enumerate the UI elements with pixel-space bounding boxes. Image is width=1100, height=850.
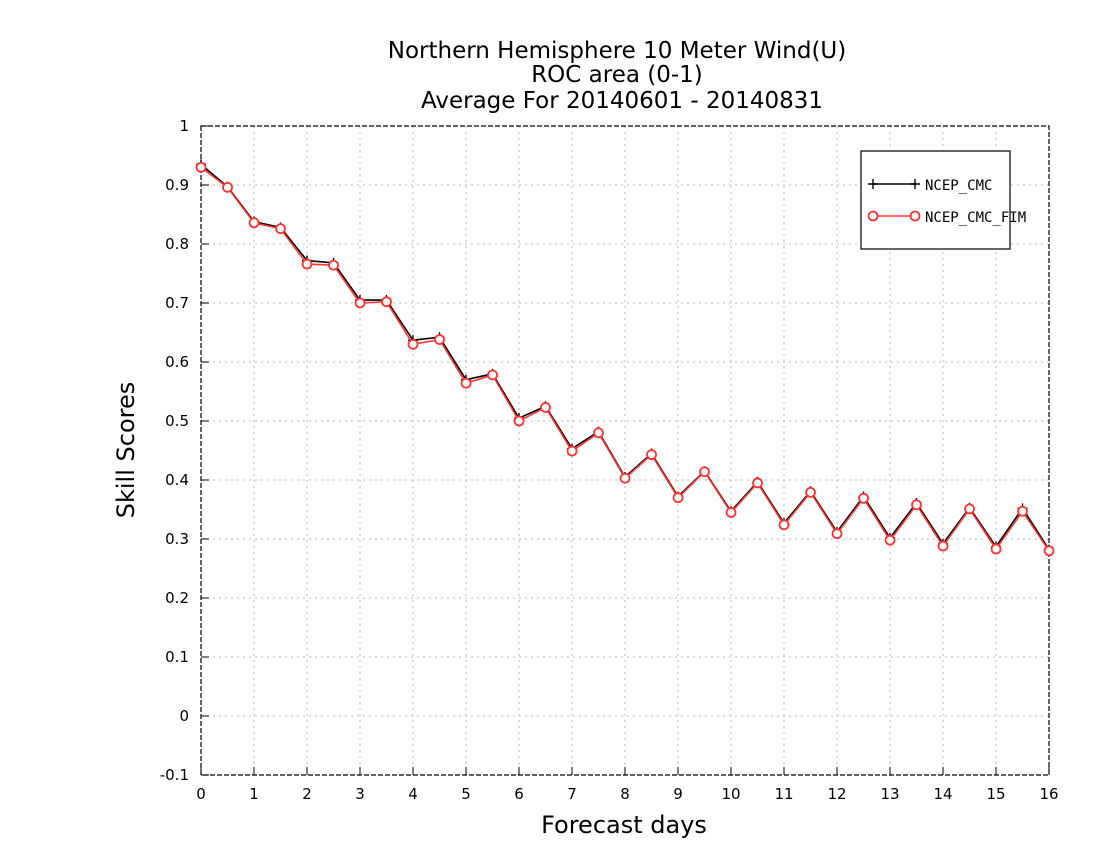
y-tick-label: 0.8	[165, 235, 189, 253]
y-axis-label: Skill Scores	[112, 382, 140, 519]
data-point-ncep-cmc-fim	[248, 217, 260, 229]
data-point-ncep-cmc-fim	[1017, 505, 1028, 517]
data-point-ncep-cmc-fim	[354, 297, 366, 309]
legend-marker-ncep-cmc-fim	[867, 210, 879, 222]
x-tick-label: 0	[196, 785, 206, 803]
x-tick-label: 7	[567, 785, 577, 803]
data-point-ncep-cmc-fim	[434, 334, 445, 345]
data-point-ncep-cmc-fim	[778, 519, 790, 531]
x-tick-label: 8	[620, 785, 630, 803]
data-point-ncep-cmc-fim	[990, 543, 1002, 555]
chart-title-line-3: Average For 20140601 - 20140831	[421, 88, 823, 114]
data-point-ncep-cmc-fim	[407, 338, 419, 350]
x-tick-label: 15	[986, 785, 1005, 803]
data-point-ncep-cmc-fim	[195, 161, 207, 173]
x-tick-label: 9	[673, 785, 683, 803]
x-tick-label: 14	[933, 785, 952, 803]
x-tick-label: 5	[461, 785, 471, 803]
legend-marker-ncep-cmc-fim	[909, 210, 921, 222]
data-point-ncep-cmc-fim	[831, 528, 843, 540]
data-point-ncep-cmc-fim	[593, 427, 604, 439]
data-point-ncep-cmc-fim	[222, 181, 233, 193]
x-tick-label: 16	[1039, 785, 1058, 803]
data-point-ncep-cmc-fim	[275, 223, 286, 235]
y-axis: -0.1 0 0.1 0.2 0.3 0.4 0.5 0.6 0.7 0.8 0.9 1	[160, 117, 209, 784]
chart-title-line-2: ROC area (0-1)	[531, 62, 703, 88]
data-point-ncep-cmc-fim	[487, 369, 498, 381]
legend-marker-ncep-cmc	[868, 179, 920, 189]
legend-label-ncep-cmc: NCEP_CMC	[925, 178, 992, 194]
data-point-ncep-cmc-fim	[513, 415, 525, 427]
y-tick-label: 0.3	[165, 530, 189, 548]
data-point-ncep-cmc-fim	[858, 492, 869, 504]
legend: NCEP_CMC NCEP_CMC_FIM	[860, 150, 1026, 250]
data-point-ncep-cmc-fim	[964, 503, 975, 515]
data-point-ncep-cmc-fim	[884, 534, 896, 546]
x-axis: 0 1 2 3 4 5 6 7 8 9 10 11 12 13 14 15 16	[196, 767, 1059, 803]
x-tick-label: 1	[249, 785, 259, 803]
data-point-ncep-cmc-fim	[805, 486, 816, 498]
legend-box	[860, 150, 1011, 250]
x-tick-label: 10	[721, 785, 740, 803]
y-tick-label: 1	[179, 117, 189, 135]
data-point-ncep-cmc-fim	[619, 472, 631, 484]
y-tick-label: 0.7	[165, 294, 189, 312]
data-point-ncep-cmc-fim	[301, 258, 313, 270]
y-tick-label: 0.9	[165, 176, 189, 194]
x-tick-label: 2	[302, 785, 312, 803]
series-layer	[195, 159, 1055, 557]
data-point-ncep-cmc-fim	[672, 492, 684, 504]
y-tick-label: 0.6	[165, 353, 189, 371]
x-tick-label: 4	[408, 785, 418, 803]
x-tick-label: 11	[774, 785, 793, 803]
x-tick-label: 12	[827, 785, 846, 803]
data-point-ncep-cmc-fim	[646, 449, 657, 461]
data-point-ncep-cmc-fim	[937, 540, 949, 552]
y-tick-label: 0.2	[165, 589, 189, 607]
y-tick-label: 0.5	[165, 412, 189, 430]
grid	[201, 126, 1049, 775]
x-tick-label: 6	[514, 785, 524, 803]
x-tick-label: 13	[880, 785, 899, 803]
data-point-ncep-cmc-fim	[566, 445, 578, 457]
y-tick-label: 0	[179, 707, 189, 725]
data-point-ncep-cmc-fim	[381, 296, 392, 308]
data-point-ncep-cmc-fim	[460, 377, 472, 389]
data-point-ncep-cmc-fim	[540, 402, 551, 413]
legend-label-ncep-cmc-fim: NCEP_CMC_FIM	[925, 210, 1026, 226]
data-point-ncep-cmc-fim	[725, 507, 737, 518]
data-point-ncep-cmc-fim	[911, 499, 922, 511]
data-point-ncep-cmc-fim	[699, 466, 710, 478]
chart-title-line-1: Northern Hemisphere 10 Meter Wind(U)	[388, 38, 846, 64]
data-point-ncep-cmc-fim	[328, 259, 339, 271]
y-tick-label: -0.1	[160, 766, 189, 784]
data-point-ncep-cmc-fim	[752, 477, 763, 489]
y-tick-label: 0.4	[165, 471, 189, 489]
x-axis-label: Forecast days	[541, 811, 707, 839]
x-tick-label: 3	[355, 785, 365, 803]
y-tick-label: 0.1	[165, 648, 189, 666]
data-point-ncep-cmc-fim	[1043, 545, 1055, 557]
